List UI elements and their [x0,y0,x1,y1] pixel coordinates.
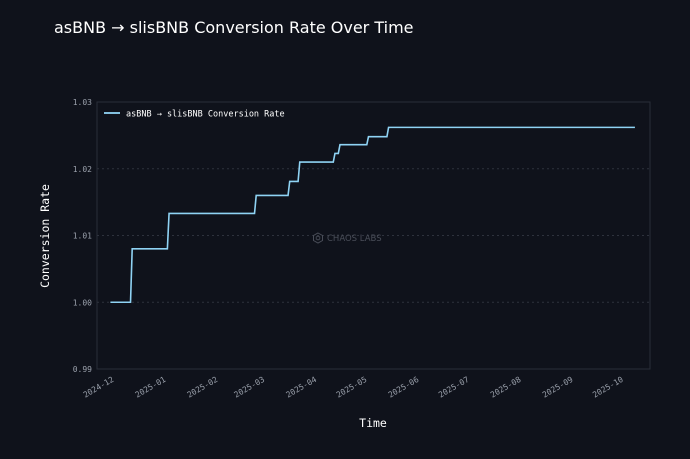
y-tick-label: 1.02 [73,165,92,174]
legend: asBNB → slisBNB Conversion Rate [104,110,285,120]
x-tick-label: 2025-04 [284,375,318,400]
x-tick-label: 2025-02 [186,375,220,400]
x-tick-label: 2025-06 [387,375,421,400]
x-tick-label: 2025-08 [489,375,523,400]
y-tick-label: 1.03 [73,98,92,107]
x-axis-label: Time [359,416,387,430]
chaos-labs-logo-icon [313,232,323,244]
y-axis-label: Conversion Rate [38,184,52,288]
y-tick-label: 0.99 [73,365,92,374]
y-axis-ticks: 0.99 1.00 1.01 1.02 1.03 [73,98,92,374]
watermark-text: CHAOS LABS [327,234,382,244]
x-tick-label: 2025-05 [335,375,369,400]
legend-label: asBNB → slisBNB Conversion Rate [126,110,285,120]
x-tick-label: 2025-07 [437,375,471,400]
watermark: CHAOS LABS [313,232,382,244]
grid-lines [97,168,650,303]
x-tick-label: 2025-09 [541,375,575,400]
series-layer [110,126,635,304]
x-tick-label: 2025-10 [591,375,625,400]
x-tick-label: 2025-03 [233,375,267,400]
y-tick-label: 1.00 [73,298,92,307]
x-axis-ticks: 2024-12 2025-01 2025-02 2025-03 2025-04 2025-… [82,375,625,400]
x-tick-label: 2024-12 [82,375,116,400]
series-line-conversion-rate [110,126,635,304]
chart-title: asBNB → slisBNB Conversion Rate Over Tim… [54,18,414,37]
x-tick-label: 2025-01 [134,375,168,400]
y-tick-label: 1.01 [73,232,92,241]
